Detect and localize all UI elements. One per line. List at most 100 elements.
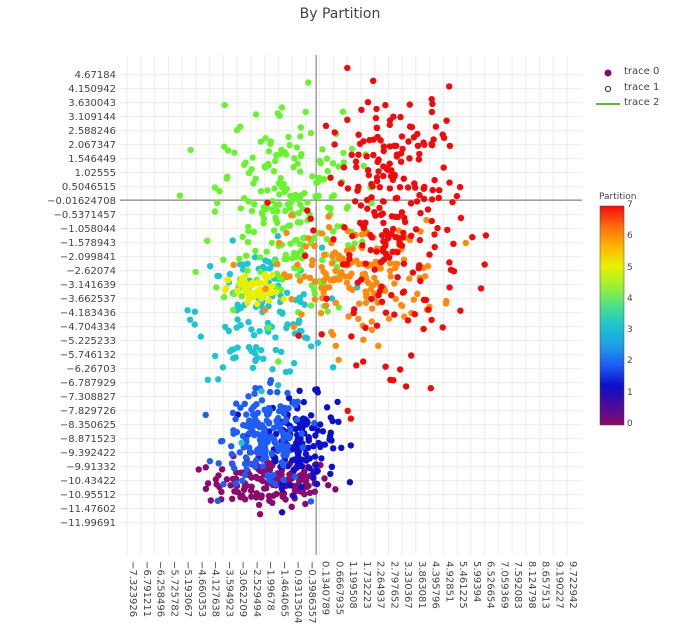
- data-point: [297, 133, 304, 140]
- data-point: [423, 216, 430, 224]
- data-point: [345, 242, 352, 249]
- data-point: [206, 458, 214, 465]
- data-point: [258, 388, 265, 395]
- data-point: [262, 285, 269, 292]
- data-point: [272, 334, 279, 341]
- data-point: [334, 398, 341, 406]
- data-point: [294, 219, 302, 226]
- data-point: [243, 252, 250, 259]
- x-tick-label: 5.461225: [457, 561, 468, 609]
- x-tick-label: 3.330367: [402, 561, 413, 609]
- data-point: [220, 481, 227, 488]
- data-point: [283, 452, 290, 459]
- data-point: [238, 494, 245, 501]
- data-point: [318, 455, 325, 462]
- data-point: [311, 420, 318, 427]
- x-tick-label: −2.529494: [251, 561, 262, 617]
- data-point: [344, 185, 352, 192]
- y-tick-label: −11.47602: [60, 504, 116, 515]
- data-point: [296, 277, 304, 284]
- data-point: [397, 301, 405, 309]
- x-tick-label: 8.657513: [540, 561, 551, 609]
- data-point: [340, 149, 347, 157]
- data-point: [380, 163, 387, 170]
- y-tick-label: 4.150942: [68, 84, 116, 95]
- y-tick-label: −0.01624708: [47, 196, 116, 207]
- data-point: [375, 168, 382, 175]
- data-point: [318, 284, 325, 291]
- data-point: [268, 239, 276, 247]
- data-point: [242, 273, 249, 280]
- data-point: [315, 439, 322, 447]
- data-point: [191, 308, 199, 315]
- data-point: [406, 275, 413, 282]
- data-point: [191, 321, 198, 328]
- y-tick-label: 4.67184: [75, 70, 116, 81]
- data-point: [292, 425, 300, 433]
- data-point: [286, 142, 293, 149]
- data-point: [442, 300, 450, 307]
- data-point: [373, 279, 380, 286]
- data-point: [273, 288, 280, 296]
- data-point: [329, 228, 337, 235]
- data-point: [298, 151, 305, 158]
- data-point: [254, 300, 261, 308]
- data-point: [332, 267, 339, 275]
- data-point: [348, 145, 356, 152]
- data-point: [328, 260, 336, 267]
- data-point: [346, 479, 354, 486]
- y-tick-label: 0.5046515: [62, 182, 116, 193]
- data-point: [373, 248, 380, 255]
- data-point: [268, 433, 275, 440]
- data-point: [310, 443, 317, 450]
- data-point: [231, 465, 238, 472]
- data-point: [428, 96, 435, 103]
- data-point: [249, 279, 256, 286]
- data-point: [305, 434, 312, 441]
- x-tick-label: 7.059369: [498, 561, 509, 609]
- data-point: [204, 376, 212, 383]
- data-point: [261, 428, 268, 435]
- y-tick-label: −4.704334: [60, 322, 116, 333]
- data-point: [270, 424, 278, 432]
- data-point: [243, 466, 250, 473]
- data-point: [417, 277, 424, 285]
- data-point: [375, 156, 382, 163]
- data-point: [364, 167, 372, 174]
- data-point: [307, 302, 315, 309]
- data-point: [355, 261, 363, 268]
- data-point: [283, 255, 290, 263]
- data-point: [337, 180, 345, 187]
- data-point: [347, 442, 354, 449]
- data-point: [431, 243, 438, 251]
- data-point: [440, 164, 447, 171]
- data-point: [439, 131, 446, 138]
- y-tick-label: 2.588246: [68, 126, 116, 137]
- data-point: [244, 267, 251, 274]
- data-point: [373, 322, 381, 329]
- data-point: [405, 138, 412, 145]
- data-point: [231, 488, 238, 495]
- data-point: [301, 301, 308, 308]
- data-point: [239, 477, 246, 484]
- data-point: [275, 239, 283, 247]
- data-point: [245, 318, 252, 326]
- data-point: [396, 184, 404, 191]
- x-tick-label: 9.190227: [553, 561, 564, 609]
- data-point: [356, 140, 364, 147]
- data-point: [249, 154, 256, 161]
- data-point: [392, 295, 399, 303]
- x-tick-label: 1.199508: [347, 561, 358, 609]
- y-tick-label: −9.392422: [60, 448, 116, 459]
- data-point: [251, 293, 258, 300]
- data-point: [265, 404, 272, 412]
- data-point: [238, 439, 245, 446]
- y-tick-label: −4.183436: [60, 308, 116, 319]
- data-point: [247, 449, 255, 456]
- data-point: [237, 205, 244, 212]
- data-point: [248, 493, 255, 500]
- y-tick-label: −5.225233: [60, 336, 116, 347]
- x-tick-label: 2.264937: [375, 561, 386, 609]
- data-point: [314, 339, 322, 346]
- data-point: [349, 245, 356, 252]
